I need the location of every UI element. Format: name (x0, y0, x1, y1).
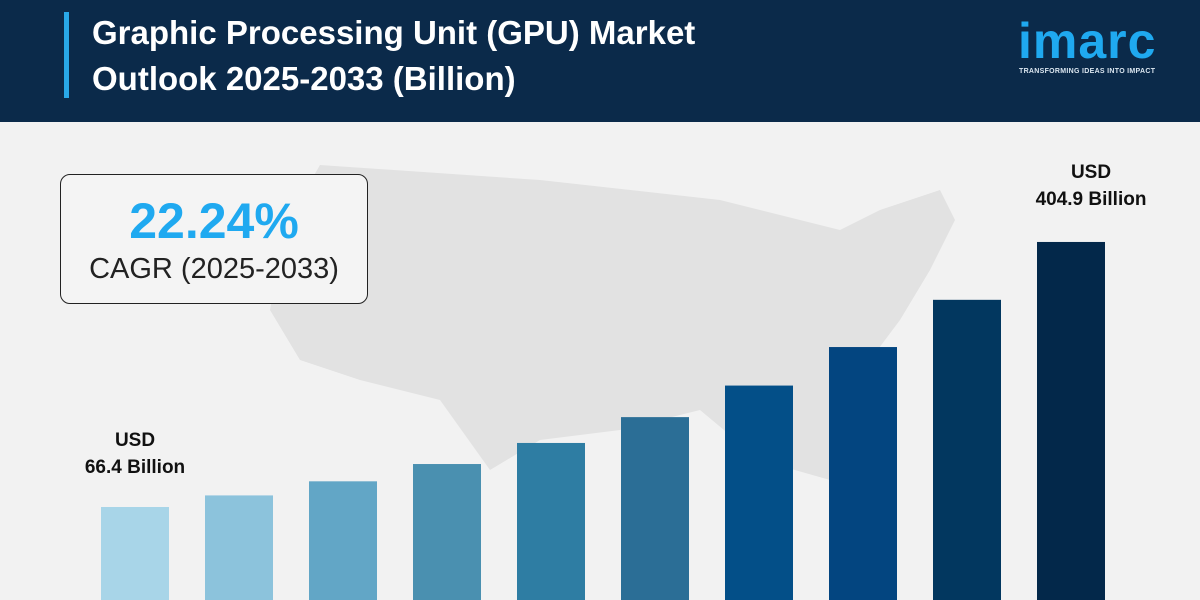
bar-7 (829, 347, 897, 600)
bar-6 (725, 385, 793, 600)
data-label-first-value: 66.4 Billion (84, 457, 186, 478)
bar-4 (517, 442, 585, 600)
bar-1 (205, 495, 273, 600)
title-accent-bar (64, 12, 69, 98)
header: Graphic Processing Unit (GPU) Market Out… (0, 0, 1200, 122)
cagr-value: 22.24% (129, 193, 299, 249)
data-label-first: USD 66.4 Billion (70, 427, 200, 481)
bar-8 (933, 299, 1001, 600)
logo-tagline: TRANSFORMING IDEAS INTO IMPACT (1019, 68, 1156, 75)
bar-9 (1037, 241, 1105, 600)
data-label-last-value: 404.9 Billion (1035, 189, 1147, 210)
bar-3 (413, 464, 481, 600)
data-label-last: USD 404.9 Billion (1016, 159, 1166, 213)
data-label-last-currency: USD (1070, 162, 1112, 183)
title-line-2: Outlook 2025-2033 (Billion) (92, 60, 516, 97)
imarc-logo: imarc (1018, 13, 1157, 69)
cagr-label: CAGR (2025-2033) (89, 253, 339, 285)
cagr-box: 22.24% CAGR (2025-2033) (60, 174, 368, 304)
data-label-first-currency: USD (114, 430, 156, 451)
page-title: Graphic Processing Unit (GPU) Market Out… (92, 10, 792, 102)
bar-0 (101, 507, 169, 600)
bar-5 (621, 417, 689, 600)
bar-2 (309, 481, 377, 600)
title-line-1: Graphic Processing Unit (GPU) Market (92, 14, 696, 51)
